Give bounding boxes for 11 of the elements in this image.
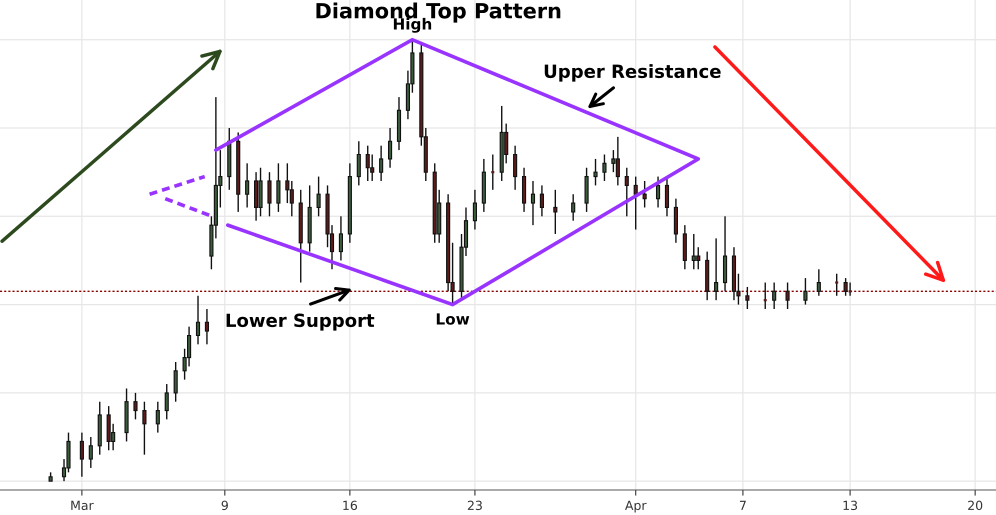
x-tick-label: 13	[844, 500, 858, 510]
annotation: Lower Support	[226, 314, 374, 331]
x-tick-label: 7	[740, 500, 746, 510]
annotation: Upper Resistance	[544, 64, 721, 82]
x-tick-label: Apr	[625, 500, 647, 513]
x-tick-label: 23	[468, 500, 482, 510]
x-tick-label: 9	[222, 500, 228, 510]
x-tick-label: Mar	[71, 500, 94, 510]
x-tick-label: 20	[968, 500, 982, 510]
annotation: Low	[436, 313, 470, 325]
x-tick-label: 16	[343, 500, 358, 510]
